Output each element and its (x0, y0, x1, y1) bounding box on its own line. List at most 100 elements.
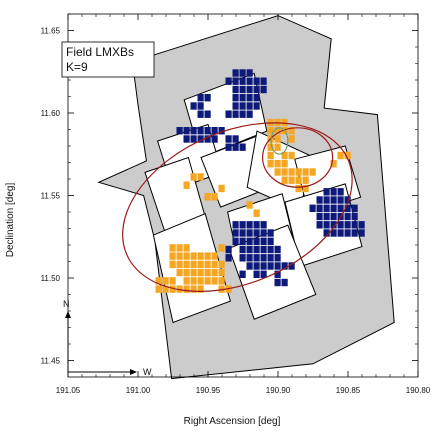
high-cell-126 (288, 262, 295, 270)
high-cell-1 (232, 69, 239, 77)
high-cell-70 (351, 212, 358, 221)
low-cell-66 (183, 277, 190, 285)
high-cell-120 (253, 270, 260, 278)
high-cell-53 (316, 196, 323, 204)
high-cell-78 (323, 229, 330, 237)
high-cell-81 (344, 229, 351, 237)
high-cell-55 (330, 196, 337, 204)
low-cell-52 (176, 260, 183, 269)
high-cell-29 (197, 102, 204, 110)
high-cell-75 (344, 221, 351, 229)
low-cell-43 (176, 244, 183, 252)
low-cell-51 (169, 260, 176, 269)
high-cell-37 (204, 127, 211, 135)
low-cell-32 (344, 151, 351, 160)
y-tick-label: 11.45 (41, 357, 61, 366)
high-cell-89 (232, 229, 239, 237)
high-cell-118 (225, 245, 232, 254)
low-cell-33 (330, 160, 337, 168)
north-arrowhead-icon (65, 311, 71, 318)
high-cell-112 (246, 262, 253, 270)
low-cell-45 (169, 252, 176, 260)
low-cell-17 (274, 160, 281, 168)
high-cell-92 (253, 229, 260, 237)
low-cell-75 (155, 285, 162, 293)
high-cell-14 (260, 85, 267, 94)
high-cell-64 (351, 204, 358, 212)
low-cell-19 (274, 168, 281, 176)
high-cell-10 (232, 85, 239, 94)
low-cell-39 (218, 184, 225, 193)
high-cell-101 (239, 245, 246, 254)
high-cell-113 (253, 262, 260, 270)
high-cell-122 (274, 270, 281, 278)
high-cell-57 (344, 196, 351, 204)
high-cell-42 (197, 135, 204, 143)
high-cell-4 (225, 77, 232, 85)
high-cell-111 (267, 254, 274, 262)
high-cell-84 (232, 221, 239, 229)
high-cell-91 (246, 229, 253, 237)
high-cell-73 (330, 221, 337, 229)
high-cell-18 (253, 94, 260, 102)
high-cell-11 (239, 85, 246, 94)
low-cell-7 (288, 127, 295, 135)
high-cell-115 (267, 262, 274, 270)
low-cell-3 (281, 118, 288, 127)
high-cell-65 (316, 212, 323, 221)
legend-box (61, 41, 155, 78)
high-cell-7 (246, 77, 253, 85)
high-cell-95 (232, 237, 239, 245)
high-cell-71 (316, 221, 323, 229)
high-cell-87 (253, 221, 260, 229)
x-axis-title: Right Ascension [deg] (184, 416, 281, 427)
compass: N W (63, 299, 152, 377)
high-cell-45 (225, 135, 232, 143)
high-cell-52 (337, 188, 344, 196)
low-cell-5 (274, 127, 281, 135)
low-cell-69 (204, 277, 211, 285)
compass-north-label: N (63, 299, 70, 309)
low-cell-27 (295, 176, 302, 184)
low-cell-36 (183, 181, 190, 189)
low-cell-74 (169, 277, 176, 285)
low-cell-41 (253, 209, 260, 217)
low-cell-65 (218, 268, 225, 277)
west-arrowhead-icon (130, 369, 137, 375)
low-cell-25 (281, 176, 288, 184)
low-cell-81 (197, 285, 204, 293)
low-cell-29 (295, 184, 302, 193)
high-cell-104 (260, 245, 267, 254)
low-cell-55 (197, 260, 204, 269)
high-cell-44 (211, 135, 218, 143)
low-cell-61 (190, 268, 197, 277)
high-density-cells (176, 69, 365, 287)
low-cell-79 (183, 285, 190, 293)
high-cell-119 (225, 254, 232, 262)
high-cell-19 (232, 102, 239, 110)
low-cell-53 (183, 260, 190, 269)
high-cell-48 (232, 143, 239, 151)
low-cell-71 (218, 277, 225, 285)
high-cell-36 (197, 127, 204, 135)
y-tick-label: 11.50 (41, 274, 61, 283)
high-cell-46 (232, 135, 239, 143)
low-cell-22 (295, 168, 302, 176)
high-cell-47 (225, 143, 232, 151)
high-cell-34 (183, 127, 190, 135)
high-cell-51 (330, 188, 337, 196)
low-cell-38 (211, 193, 218, 201)
high-cell-103 (253, 245, 260, 254)
high-cell-5 (232, 77, 239, 85)
high-cell-32 (204, 110, 211, 118)
high-cell-25 (239, 110, 246, 118)
high-cell-79 (330, 229, 337, 237)
high-cell-99 (260, 237, 267, 245)
high-cell-88 (260, 221, 267, 229)
legend-line-1: Field LMXBs (66, 45, 134, 59)
y-tick-label: 11.55 (41, 192, 61, 201)
high-cell-28 (204, 94, 211, 102)
x-tick-label: 191.05 (56, 386, 81, 395)
high-cell-110 (260, 254, 267, 262)
legend: Field LMXBs K=9 (61, 41, 155, 78)
